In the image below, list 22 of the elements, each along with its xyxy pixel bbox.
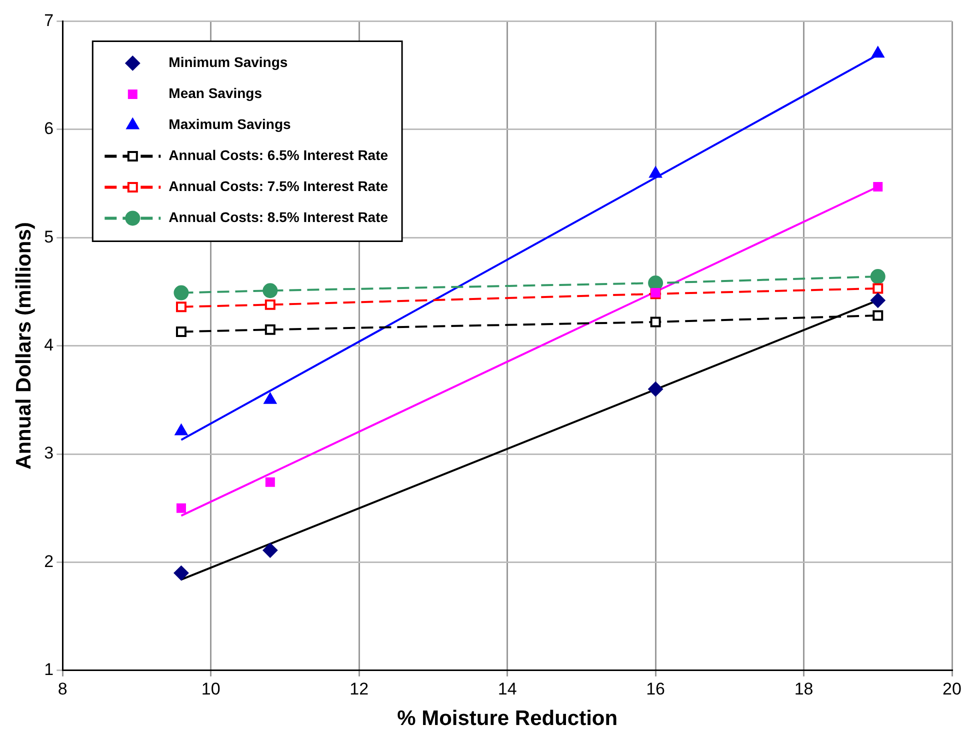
x-tick-label: 18 bbox=[794, 679, 814, 698]
x-tick-label: 20 bbox=[942, 679, 962, 698]
legend-label: Mean Savings bbox=[168, 85, 262, 102]
legend-label: Maximum Savings bbox=[168, 116, 292, 132]
y-axis-title: Annual Dollars (millions) bbox=[12, 222, 36, 470]
y-tick-label: 7 bbox=[44, 10, 54, 30]
legend-label: Annual Costs: 6.5% Interest Rate bbox=[168, 147, 388, 164]
y-tick-label: 3 bbox=[44, 444, 54, 463]
legend-label: Minimum Savings bbox=[168, 54, 288, 70]
y-tick-label: 5 bbox=[44, 227, 54, 246]
legend-label: Annual Costs: 7.5% Interest Rate bbox=[168, 178, 388, 194]
x-axis-title: % Moisture Reduction bbox=[397, 707, 618, 730]
x-tick-label: 16 bbox=[646, 679, 666, 698]
legend-label: Annual Costs: 8.5% Interest Rate bbox=[168, 209, 388, 226]
y-tick-label: 4 bbox=[44, 335, 54, 354]
x-tick-label: 8 bbox=[58, 679, 68, 698]
x-tick-label: 14 bbox=[498, 679, 517, 698]
x-tick-label: 12 bbox=[350, 679, 369, 698]
y-tick-label: 2 bbox=[44, 552, 54, 571]
y-tick-label: 6 bbox=[44, 119, 54, 138]
y-tick-label: 1 bbox=[44, 660, 54, 680]
x-tick-label: 10 bbox=[201, 679, 220, 698]
